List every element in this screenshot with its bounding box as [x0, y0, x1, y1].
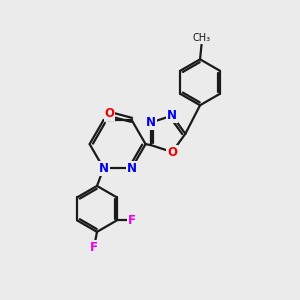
- Text: N: N: [99, 162, 109, 175]
- Text: N: N: [127, 162, 136, 175]
- Text: F: F: [90, 241, 98, 254]
- Text: N: N: [167, 109, 177, 122]
- Text: CH₃: CH₃: [193, 33, 211, 43]
- Text: N: N: [146, 116, 156, 129]
- Text: F: F: [128, 214, 136, 227]
- Text: O: O: [104, 107, 115, 121]
- Text: O: O: [167, 146, 177, 158]
